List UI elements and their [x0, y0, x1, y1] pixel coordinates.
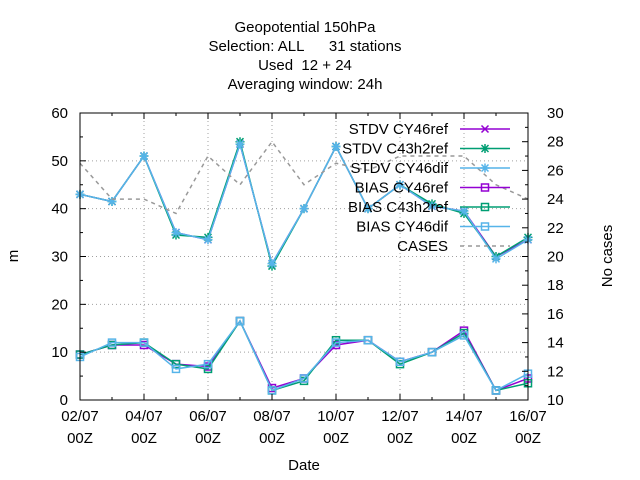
y2-tick-label: 22: [547, 220, 564, 237]
x-axis-label: Date: [288, 457, 320, 474]
y2-tick-label: 30: [547, 105, 564, 122]
y2-tick-label: 16: [547, 306, 564, 323]
data-point: [395, 357, 405, 366]
data-point: [480, 124, 490, 134]
series-cases: [79, 140, 529, 215]
data-point: [171, 364, 181, 374]
y2-tick-label: 24: [547, 191, 564, 208]
x-tick-label: 16/07: [509, 408, 547, 425]
x-tick-label: 00Z: [515, 430, 541, 447]
x-tick-label: 12/07: [381, 408, 419, 425]
data-point: [299, 204, 309, 214]
y2-axis: 10 12 14 16 18 20 22 24 26 28 30: [522, 105, 564, 409]
y2-tick-label: 28: [547, 134, 564, 151]
y-tick-label: 40: [51, 201, 68, 218]
y2-tick-label: 26: [547, 162, 564, 179]
data-point: [203, 364, 213, 374]
data-point: [363, 335, 373, 345]
data-point: [203, 235, 213, 245]
series-line: [79, 319, 529, 392]
data-point: [480, 163, 490, 173]
y2-tick-label: 14: [547, 335, 564, 352]
y2-tick-label: 10: [547, 392, 564, 409]
data-point: [171, 228, 181, 238]
x-tick-label: 08/07: [253, 408, 291, 425]
series-stdv-cy46dif: [75, 139, 533, 269]
data-point: [480, 183, 490, 192]
x-tick-label: 00Z: [259, 430, 285, 447]
legend: STDV CY46ref STDV C43h2ref STDV CY46dif BIA…: [342, 121, 510, 255]
y-tick-label: 50: [51, 153, 68, 170]
legend-label: CASES: [397, 238, 448, 255]
x-tick-label: 04/07: [125, 408, 163, 425]
data-point: [331, 141, 341, 151]
x-tick-label: 00Z: [451, 430, 477, 447]
y-axis-label: m: [5, 250, 22, 263]
data-point: [480, 144, 490, 153]
y-tick-label: 30: [51, 249, 68, 266]
y-tick-label: 10: [51, 344, 68, 361]
legend-label: STDV CY46ref: [349, 121, 449, 138]
legend-label: STDV CY46dif: [350, 160, 448, 177]
x-tick-label: 00Z: [323, 430, 349, 447]
x-tick-label: 00Z: [387, 430, 413, 447]
y-tick-label: 60: [51, 105, 68, 122]
x-tick-label: 00Z: [195, 430, 221, 447]
data-point: [139, 338, 149, 347]
data-point: [235, 316, 245, 326]
chart-title: Geopotential 150hPa Selection: ALL 31 sta…: [209, 19, 402, 93]
data-point: [299, 374, 309, 383]
data-point: [480, 202, 490, 212]
y-tick-label: 0: [60, 392, 68, 409]
x-tick-label: 06/07: [189, 408, 227, 425]
x-tick-label: 00Z: [131, 430, 157, 447]
y2-tick-label: 20: [547, 249, 564, 266]
data-point: [267, 386, 277, 395]
series-line: [79, 140, 529, 215]
x-tick-label: 10/07: [317, 408, 355, 425]
data-point: [480, 222, 490, 231]
legend-label: BIAS C43h2ref: [348, 199, 449, 216]
legend-label: BIAS CY46ref: [355, 180, 449, 197]
y2-tick-label: 12: [547, 363, 564, 380]
y2-axis-label: No cases: [599, 225, 616, 288]
title-line: Geopotential 150hPa: [235, 19, 377, 36]
title-line: Averaging window: 24h: [228, 76, 383, 93]
data-point: [491, 386, 501, 395]
x-tick-label: 14/07: [445, 408, 483, 425]
x-tick-label: 02/07: [61, 408, 99, 425]
legend-label: STDV C43h2ref: [342, 141, 449, 158]
data-point: [395, 180, 405, 190]
data-point: [491, 254, 501, 264]
data-point: [331, 338, 341, 347]
data-point: [427, 201, 437, 211]
title-line: Used 12 + 24: [258, 57, 352, 74]
data-point: [171, 359, 181, 369]
y-tick-label: 20: [51, 296, 68, 313]
data-point: [203, 359, 213, 369]
data-point: [107, 196, 117, 206]
data-point: [139, 151, 149, 161]
y2-tick-label: 18: [547, 277, 564, 294]
data-point: [363, 204, 373, 214]
data-point: [107, 338, 117, 347]
series-line: [79, 319, 529, 392]
data-point: [235, 139, 245, 149]
data-point: [267, 259, 277, 269]
data-point: [459, 206, 469, 216]
data-point: [459, 331, 469, 340]
x-axis: 02/07 00Z 04/07 00Z 06/07 00Z 08/07 00Z 10/07 00Z…: [61, 113, 547, 447]
y-axis: 0 10 20 30 40 50 60: [51, 105, 86, 409]
x-tick-label: 00Z: [67, 430, 93, 447]
legend-label: BIAS CY46dif: [356, 219, 449, 236]
data-point: [427, 347, 437, 357]
title-line: Selection: ALL 31 stations: [209, 38, 402, 55]
